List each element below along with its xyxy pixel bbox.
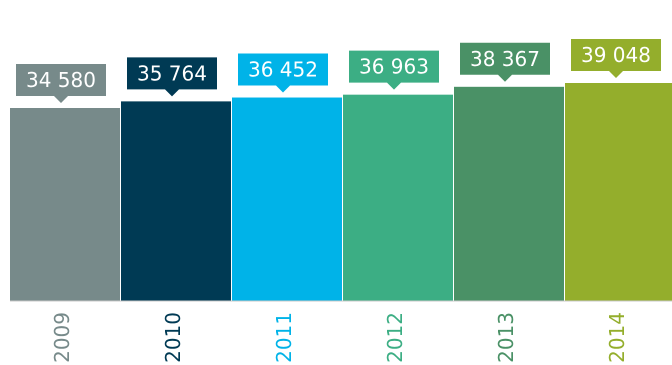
bar-2012 (343, 94, 453, 301)
value-label-2012: 36 963 (359, 55, 429, 79)
value-callout-2009 (16, 64, 106, 103)
value-callout-2011 (238, 53, 328, 93)
category-label-2013: 2013 (494, 312, 518, 363)
value-labels-group: 34 580 35 764 36 452 36 963 38 367 39 048 (16, 39, 661, 103)
value-label-2014: 39 048 (581, 43, 651, 67)
category-label-2010: 2010 (161, 312, 185, 363)
value-callout-2012 (349, 50, 439, 90)
category-label-2011: 2011 (272, 312, 296, 363)
bar-2014 (565, 83, 672, 301)
value-label-2013: 38 367 (470, 47, 540, 71)
bar-2010 (121, 101, 231, 301)
value-callout-2010 (127, 57, 217, 97)
category-label-2014: 2014 (605, 312, 629, 363)
value-label-2011: 36 452 (248, 58, 318, 82)
bar-2009 (10, 108, 120, 301)
value-label-2009: 34 580 (26, 68, 96, 92)
value-callout-2013 (460, 42, 550, 82)
category-label-2009: 2009 (50, 312, 74, 363)
category-label-2012: 2012 (383, 312, 407, 363)
value-label-2010: 35 764 (137, 61, 207, 85)
category-labels-group: 2009 2010 2011 2012 2013 2014 (50, 312, 629, 363)
bars-group (10, 83, 672, 302)
value-callout-2014 (571, 39, 661, 78)
bar-2011 (232, 97, 342, 301)
bar-2013 (454, 86, 564, 302)
